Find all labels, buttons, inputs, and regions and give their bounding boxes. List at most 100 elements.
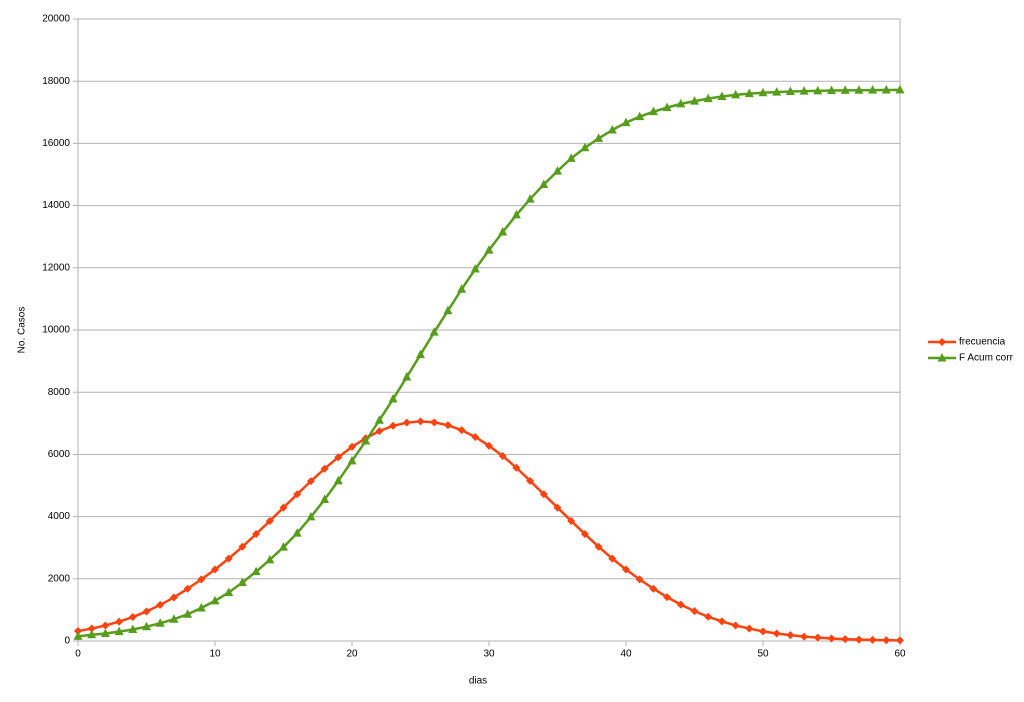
data-point [238,542,247,551]
data-point [74,627,82,636]
data-point [854,85,864,94]
data-point [566,153,576,162]
data-point [402,418,411,427]
data-point [703,93,713,103]
y-tick-label: 0 [64,636,70,647]
data-point [155,618,165,627]
data-point [402,371,412,381]
y-tick-label: 8000 [48,387,71,398]
data-point [293,490,302,499]
data-point [265,516,274,525]
data-point [142,621,151,631]
data-point [211,565,219,574]
data-point [662,102,672,112]
x-tick-label: 10 [209,649,221,660]
data-point [471,432,480,441]
y-axis-label: No. Casos [17,307,28,354]
data-point [252,530,261,539]
data-point [457,426,466,435]
data-point [361,436,371,445]
data-point [443,305,453,315]
data-point [169,614,179,623]
data-point [183,609,193,618]
data-point [389,421,398,430]
data-point [868,85,878,94]
data-point [306,477,315,486]
data-point [676,98,686,108]
data-point [663,593,672,602]
y-tick-label: 4000 [48,511,71,522]
legend-label: F Acum corr [959,353,1014,364]
data-point [622,565,630,574]
x-tick-label: 40 [620,649,632,660]
data-point [717,91,727,100]
data-point [785,86,795,95]
data-point [813,85,823,95]
data-point [567,516,576,525]
data-point [827,85,836,95]
data-point [101,621,110,630]
data-point [676,600,685,609]
data-point [896,636,904,645]
data-point [87,629,97,639]
data-point [279,503,288,512]
data-point [553,503,562,512]
data-point [196,603,206,612]
data-point [854,635,863,644]
data-point [745,624,754,633]
data-point [607,125,617,134]
y-tick-label: 10000 [42,325,70,336]
data-point [484,245,494,254]
data-point [580,142,590,152]
data-point [388,394,398,403]
data-point [73,631,83,640]
data-point [87,624,96,633]
data-point [786,631,795,640]
data-point [128,613,137,622]
data-point [210,595,220,605]
legend-marker [937,353,947,362]
series-line [77,88,901,638]
x-tick-label: 50 [757,649,769,660]
data-point [881,84,891,94]
data-point [320,464,329,473]
data-point [731,89,741,99]
data-point [115,617,124,626]
data-point [690,607,699,616]
data-point [348,442,356,451]
y-tick-label: 12000 [42,262,70,273]
data-point [224,554,233,563]
data-point [704,612,713,621]
data-point [690,96,699,105]
data-point [320,494,330,503]
data-point [237,577,247,587]
legend-label: frecuencia [959,337,1006,348]
data-point [197,575,206,584]
y-tick-label: 18000 [42,76,70,87]
legend-marker [938,338,946,346]
data-point [594,542,603,551]
x-tick-label: 60 [894,649,906,660]
data-point [635,575,644,584]
data-point [169,593,178,602]
data-point [608,554,617,563]
data-point [580,530,589,539]
data-point [868,635,877,644]
data-point [292,528,302,537]
data-point [799,86,809,95]
data-point [539,179,549,188]
data-point [840,85,850,94]
data-point [183,584,192,593]
data-point [621,117,631,127]
data-point [416,417,425,426]
data-point [539,490,548,499]
data-point [759,627,767,636]
data-point [525,194,535,203]
data-point [416,349,425,359]
y-tick-label: 2000 [48,573,71,584]
data-point [882,636,891,645]
data-point [498,227,508,236]
data-point [333,475,343,485]
x-tick-label: 0 [75,649,81,660]
